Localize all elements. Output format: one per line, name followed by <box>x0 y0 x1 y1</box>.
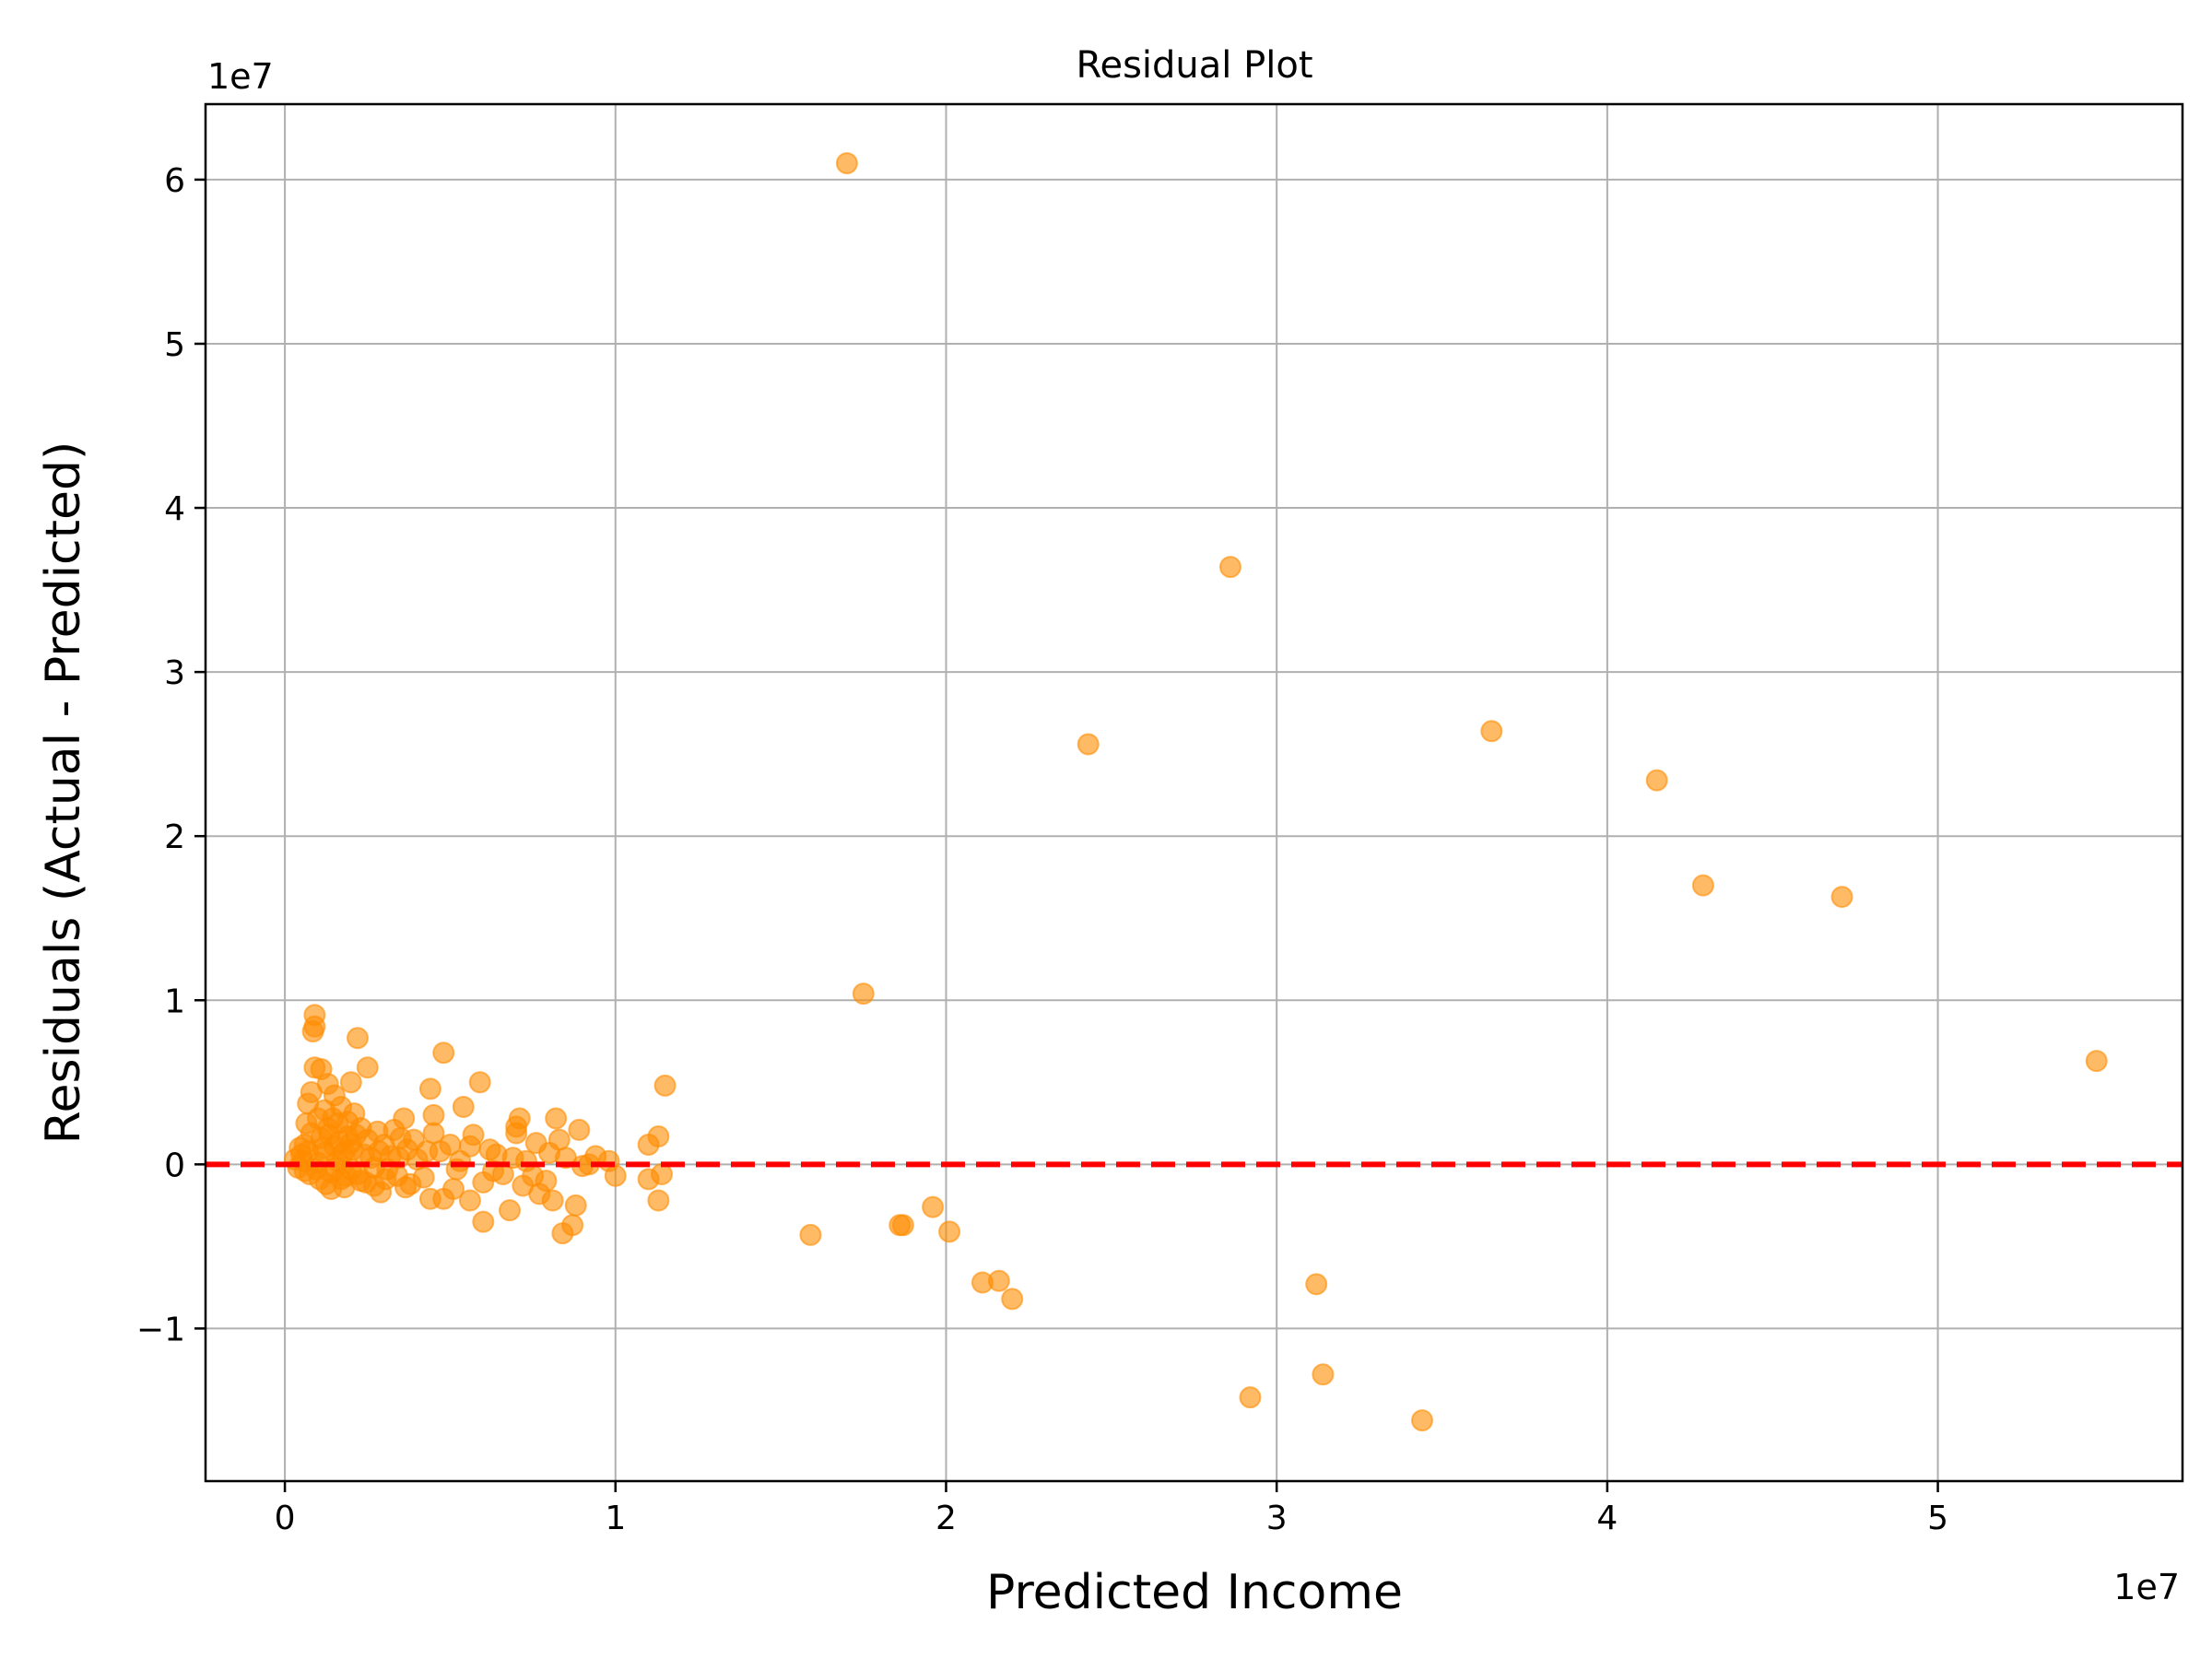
data-point <box>291 1149 314 1172</box>
data-point <box>1480 720 1503 743</box>
y-tick-label: −1 <box>136 1311 185 1348</box>
data-point <box>987 1269 1010 1292</box>
data-point <box>1239 1386 1262 1409</box>
y-tick-label: 2 <box>164 818 185 856</box>
data-point <box>1305 1273 1328 1296</box>
data-point <box>297 1092 320 1115</box>
plot-area-frame <box>204 102 2184 1483</box>
data-point <box>1077 733 1100 756</box>
data-point <box>322 1107 345 1130</box>
data-point <box>339 1071 362 1094</box>
data-point <box>1411 1409 1433 1432</box>
data-point <box>1312 1363 1335 1386</box>
data-point <box>514 1149 537 1172</box>
data-point <box>524 1132 547 1155</box>
y-axis-label: Residuals (Actual - Predicted) <box>36 441 91 1145</box>
data-point <box>568 1118 591 1141</box>
data-point <box>545 1107 568 1130</box>
chart-title: Residual Plot <box>1076 44 1312 87</box>
data-point <box>1830 886 1853 909</box>
data-point <box>468 1071 491 1094</box>
data-point <box>1218 556 1241 579</box>
x-tick-label: 1 <box>605 1500 626 1537</box>
data-point <box>432 1041 455 1065</box>
data-point <box>922 1195 945 1218</box>
x-axis-offset-label: 1e7 <box>2113 1567 2180 1607</box>
data-point <box>368 1140 391 1163</box>
data-point <box>356 1056 379 1079</box>
data-point <box>505 1122 528 1145</box>
data-point <box>374 1168 397 1191</box>
x-tick-label: 4 <box>1596 1500 1618 1537</box>
data-point <box>458 1189 481 1212</box>
data-point <box>478 1138 501 1161</box>
data-point <box>347 1027 369 1050</box>
data-point <box>402 1128 425 1151</box>
data-point <box>647 1189 670 1212</box>
data-point <box>1645 769 1668 792</box>
data-point <box>418 1077 441 1100</box>
data-point <box>1001 1288 1024 1311</box>
data-point <box>442 1178 465 1201</box>
data-point <box>1691 874 1714 897</box>
data-point <box>394 1176 418 1199</box>
y-tick-label: 4 <box>164 490 185 528</box>
y-tick-label: 5 <box>164 326 185 364</box>
data-point <box>439 1133 462 1156</box>
data-point <box>799 1223 822 1246</box>
grid-lines <box>206 104 2183 1481</box>
data-point <box>512 1174 535 1197</box>
x-axis-label: Predicted Income <box>986 1565 1403 1620</box>
data-point <box>653 1074 677 1097</box>
data-point <box>891 1214 914 1237</box>
data-point <box>412 1166 435 1189</box>
x-tick-label: 5 <box>1927 1500 1948 1537</box>
y-tick-label: 6 <box>164 162 185 200</box>
data-point <box>345 1124 368 1147</box>
y-tick-label: 1 <box>164 982 185 1020</box>
data-point <box>301 1020 324 1043</box>
data-point <box>637 1168 660 1191</box>
data-point <box>452 1096 475 1119</box>
data-point <box>382 1118 406 1141</box>
data-point <box>303 1056 326 1079</box>
data-point <box>564 1194 587 1217</box>
y-axis-offset-label: 1e7 <box>207 56 274 97</box>
data-point <box>418 1187 441 1210</box>
data-point <box>499 1199 521 1222</box>
y-tick-label: 0 <box>164 1147 185 1184</box>
data-point <box>551 1222 574 1245</box>
y-tick-label: 3 <box>164 654 185 692</box>
data-point <box>335 1164 358 1187</box>
data-point <box>472 1210 495 1233</box>
axis-ticks: 0 1 2 3 4 5 −1 0 1 2 3 4 5 6 <box>136 162 1948 1537</box>
x-tick-label: 0 <box>275 1500 296 1537</box>
data-point <box>354 1171 377 1194</box>
data-point <box>852 982 875 1006</box>
data-point <box>2085 1050 2108 1073</box>
x-tick-label: 2 <box>935 1500 957 1537</box>
x-tick-label: 3 <box>1266 1500 1288 1537</box>
data-point <box>938 1220 961 1243</box>
data-point <box>637 1133 660 1156</box>
data-point <box>835 152 858 175</box>
data-point <box>295 1112 318 1135</box>
